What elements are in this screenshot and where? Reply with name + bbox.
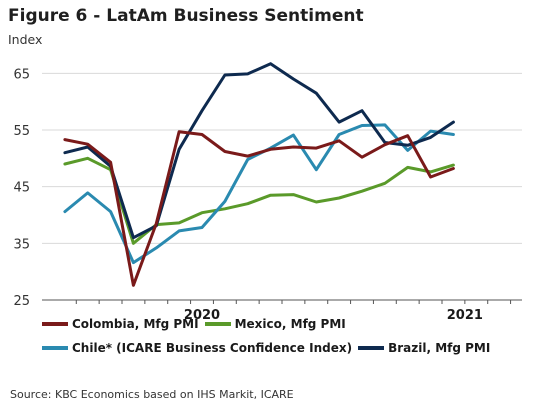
- legend-swatch-colombia: [42, 322, 68, 326]
- legend-swatch-mexico: [204, 322, 231, 326]
- y-tick-label: 55: [13, 124, 30, 139]
- legend-label-chile: Chile* (ICARE Business Confidence Index): [72, 341, 353, 355]
- y-tick-label: 45: [13, 181, 30, 196]
- chart-subtitle: Index: [8, 32, 43, 47]
- legend-label-colombia: Colombia, Mfg PMI: [72, 317, 199, 331]
- legend-row-1: Colombia, Mfg PMI Mexico, Mfg PMI: [42, 312, 522, 336]
- x-tick-label-2020: 2020: [184, 308, 220, 323]
- y-tick-label: 65: [13, 67, 30, 82]
- legend-item-brazil: Brazil, Mfg PMI: [358, 341, 490, 355]
- legend-label-mexico: Mexico, Mfg PMI: [234, 317, 346, 331]
- x-tick-label-2021: 2021: [447, 308, 483, 323]
- legend-item-mexico: Mexico, Mfg PMI: [204, 317, 346, 331]
- series-line-colombia: [63, 130, 455, 287]
- legend-swatch-brazil: [358, 346, 385, 350]
- legend-item-colombia: Colombia, Mfg PMI: [42, 317, 199, 331]
- legend-row-2: Chile* (ICARE Business Confidence Index)…: [42, 336, 522, 360]
- legend-item-chile: Chile* (ICARE Business Confidence Index): [42, 341, 352, 355]
- y-tick-label: 25: [13, 294, 30, 309]
- legend: Colombia, Mfg PMI Mexico, Mfg PMI Chile*…: [42, 312, 522, 360]
- series-line-chile: [63, 123, 455, 265]
- source-note: Source: KBC Economics based on IHS Marki…: [10, 388, 294, 401]
- legend-swatch-chile: [42, 346, 68, 350]
- series-line-mexico: [63, 156, 455, 245]
- chart-title: Figure 6 - LatAm Business Sentiment: [8, 6, 364, 26]
- legend-label-brazil: Brazil, Mfg PMI: [388, 341, 491, 355]
- y-tick-label: 35: [13, 237, 30, 252]
